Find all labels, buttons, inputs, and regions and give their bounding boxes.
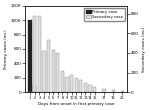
Bar — [121, 91, 124, 92]
Bar — [84, 83, 87, 92]
Y-axis label: Primary cases (no.): Primary cases (no.) — [4, 29, 8, 69]
Bar — [61, 71, 64, 92]
Bar — [52, 50, 55, 92]
Bar — [33, 85, 36, 92]
Bar — [56, 53, 59, 92]
Y-axis label: Secondary cases (no.): Secondary cases (no.) — [142, 26, 146, 72]
Bar — [93, 87, 96, 92]
Bar — [38, 16, 41, 92]
Bar — [65, 77, 69, 92]
Bar — [88, 85, 92, 92]
Bar — [33, 16, 36, 92]
Bar — [70, 75, 73, 92]
Bar — [75, 79, 78, 92]
Bar — [42, 51, 46, 92]
Legend: Primary case, Secondary case: Primary case, Secondary case — [84, 8, 125, 21]
Bar — [102, 89, 106, 92]
Bar — [47, 40, 50, 92]
Bar — [112, 90, 115, 92]
Bar — [79, 81, 82, 92]
Bar — [28, 20, 32, 92]
X-axis label: Days from onset in first primary case: Days from onset in first primary case — [38, 102, 114, 106]
